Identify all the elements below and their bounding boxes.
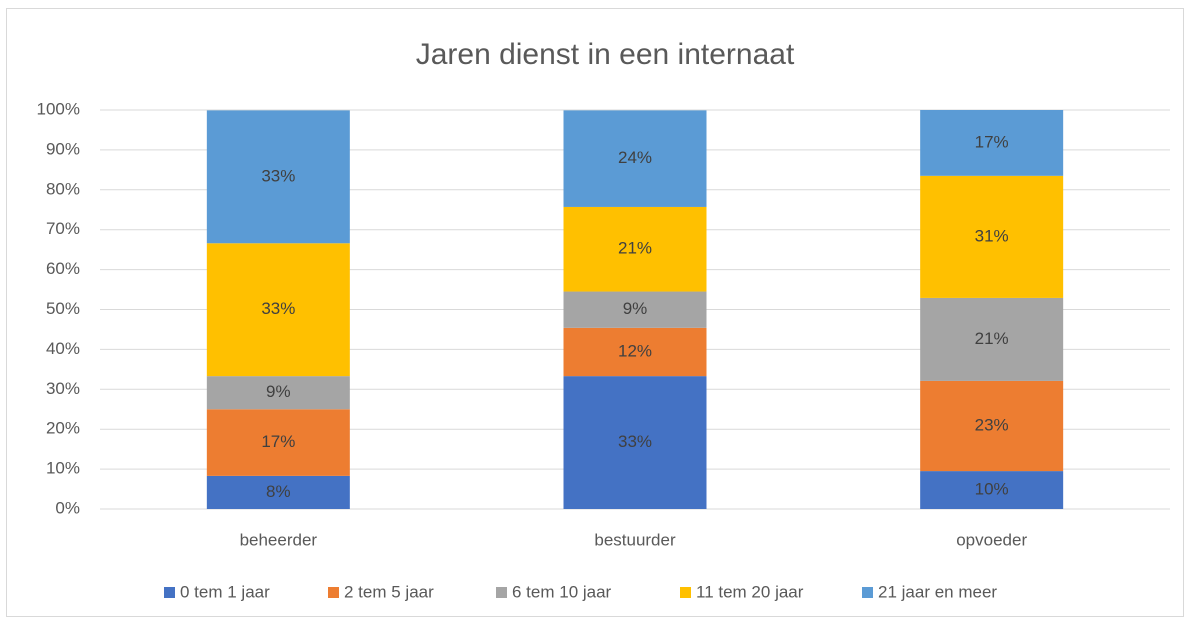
bar-segment bbox=[563, 206, 707, 292]
x-tick-label: bestuurder bbox=[594, 530, 676, 549]
data-label: 33% bbox=[261, 166, 295, 185]
bar-segment bbox=[206, 376, 350, 410]
x-tick-label: beheerder bbox=[240, 530, 318, 549]
bar-segment bbox=[920, 380, 1064, 472]
legend-swatch bbox=[164, 587, 175, 598]
legend-label: 0 tem 1 jaar bbox=[180, 582, 270, 601]
data-label: 17% bbox=[975, 132, 1009, 151]
data-label: 8% bbox=[266, 482, 291, 501]
data-label: 17% bbox=[261, 432, 295, 451]
legend-label: 6 tem 10 jaar bbox=[512, 582, 612, 601]
chart-title: Jaren dienst in een internaat bbox=[416, 38, 795, 71]
bar-segment bbox=[206, 475, 350, 509]
y-tick-label: 90% bbox=[46, 139, 80, 158]
x-tick-label: opvoeder bbox=[956, 530, 1027, 549]
legend-swatch bbox=[862, 587, 873, 598]
bar-segment bbox=[563, 110, 707, 207]
data-label: 33% bbox=[618, 432, 652, 451]
bar-segment bbox=[920, 297, 1064, 381]
data-label: 23% bbox=[975, 415, 1009, 434]
data-label: 24% bbox=[618, 148, 652, 167]
legend-label: 21 jaar en meer bbox=[878, 582, 997, 601]
data-label: 31% bbox=[975, 226, 1009, 245]
bar-segment bbox=[920, 175, 1064, 298]
legend-swatch bbox=[496, 587, 507, 598]
y-tick-label: 100% bbox=[37, 99, 80, 118]
data-label: 12% bbox=[618, 341, 652, 360]
data-label: 9% bbox=[266, 382, 291, 401]
bar-segment bbox=[206, 110, 350, 244]
data-label: 33% bbox=[261, 299, 295, 318]
bar-segment bbox=[920, 471, 1064, 509]
legend-swatch bbox=[680, 587, 691, 598]
legend-label: 2 tem 5 jaar bbox=[344, 582, 434, 601]
bar-segment bbox=[563, 376, 707, 509]
y-tick-label: 50% bbox=[46, 299, 80, 318]
y-tick-label: 40% bbox=[46, 339, 80, 358]
legend-swatch bbox=[328, 587, 339, 598]
y-tick-label: 60% bbox=[46, 259, 80, 278]
data-label: 9% bbox=[623, 299, 648, 318]
y-tick-label: 30% bbox=[46, 379, 80, 398]
bar-segment bbox=[920, 110, 1064, 176]
y-tick-label: 10% bbox=[46, 459, 80, 478]
data-label: 21% bbox=[618, 239, 652, 258]
bar-segment bbox=[206, 409, 350, 476]
bar-segment bbox=[563, 327, 707, 377]
y-tick-label: 0% bbox=[55, 498, 80, 517]
y-tick-label: 70% bbox=[46, 219, 80, 238]
bar-segment bbox=[563, 291, 707, 328]
bar-segment bbox=[206, 243, 350, 377]
legend-label: 11 tem 20 jaar bbox=[696, 582, 804, 601]
y-tick-label: 80% bbox=[46, 179, 80, 198]
data-label: 21% bbox=[975, 329, 1009, 348]
y-tick-label: 20% bbox=[46, 419, 80, 438]
data-label: 10% bbox=[975, 480, 1009, 499]
